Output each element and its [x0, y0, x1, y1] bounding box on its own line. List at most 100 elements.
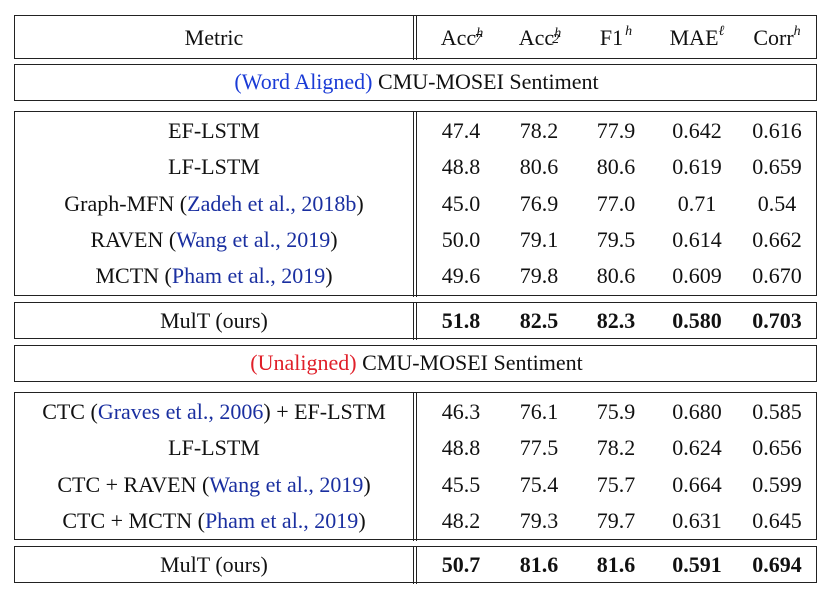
cell-corr: 0.54 — [757, 190, 797, 216]
cell-mae: 0.619 — [672, 154, 722, 180]
row-metric-name: CTC ( — [42, 399, 98, 424]
unaligned-ours-corr: 0.694 — [752, 551, 802, 577]
column-divider — [413, 545, 417, 584]
table-row: LF-LSTM 48.8 80.6 80.6 0.619 0.659 — [15, 149, 818, 185]
cell-acc7: 50.0 — [441, 226, 481, 252]
aligned-ours-mae: 0.580 — [672, 307, 722, 333]
cell-acc2: 76.9 — [519, 190, 559, 216]
row-metric-name: CTC + RAVEN ( — [57, 471, 210, 497]
cell-acc2: 75.4 — [519, 471, 559, 497]
table-row: MCTN (Pham et al., 2019) 49.6 79.8 80.6 0.60… — [15, 258, 818, 294]
cell-f1: 75.7 — [596, 471, 636, 497]
aligned-ours-f1: 82.3 — [596, 307, 636, 333]
aligned-ours-acc7: 51.8 — [441, 307, 481, 333]
cell-corr: 0.599 — [752, 471, 802, 497]
cell-mae: 0.614 — [672, 226, 722, 252]
row-metric-name: LF-LSTM — [168, 435, 260, 461]
cell-corr: 0.662 — [752, 226, 802, 252]
cell-mae: 0.609 — [672, 263, 722, 289]
cell-acc7: 49.6 — [441, 263, 481, 289]
row-metric: MCTN (Pham et al., 2019) — [15, 263, 413, 289]
header-metric-label: Metric — [184, 25, 244, 50]
row-metric: Graph-MFN (Zadeh et al., 2018b) — [15, 191, 413, 217]
cell-f1: 75.9 — [596, 399, 636, 424]
row-metric-name: Graph-MFN ( — [64, 190, 188, 216]
table-row: CTC + MCTN (Pham et al., 2019) 48.2 79.3 79… — [15, 503, 818, 539]
cell-acc2: 79.8 — [519, 263, 559, 289]
column-divider — [413, 391, 417, 541]
aligned-ours-corr: 0.703 — [752, 307, 802, 333]
cell-acc7: 45.0 — [441, 190, 481, 216]
aligned-ours-acc2: 82.5 — [519, 307, 559, 333]
unaligned-ours-block: MulT (ours) 50.7 81.6 81.6 0.591 0.694 — [14, 545, 818, 584]
table-row: Graph-MFN (Zadeh et al., 2018b) 45.0 76.9 7… — [15, 186, 818, 222]
row-metric: RAVEN (Wang et al., 2019) — [15, 227, 413, 253]
cell-acc2: 79.1 — [519, 226, 559, 252]
cell-mae: 0.631 — [672, 507, 722, 533]
header-corr-base: Corr — [753, 25, 794, 50]
row-citation-link[interactable]: Pham et al., 2019 — [204, 507, 359, 533]
table-row: LF-LSTM 48.8 77.5 78.2 0.624 0.656 — [15, 430, 818, 466]
row-metric-name: LF-LSTM — [168, 154, 260, 180]
cell-corr: 0.616 — [752, 118, 802, 143]
cell-acc7: 46.3 — [441, 399, 481, 424]
header-mae-sup: ℓ — [718, 24, 725, 39]
row-citation-link[interactable]: Graves et al., 2006 — [97, 399, 264, 424]
row-citation-link[interactable]: Pham et al., 2019 — [171, 263, 326, 289]
row-metric: LF-LSTM — [15, 154, 413, 180]
row-metric: LF-LSTM — [15, 435, 413, 461]
row-metric-name: RAVEN ( — [90, 226, 177, 252]
table-row: CTC (Graves et al., 2006) + EF-LSTM 46.3 7… — [15, 394, 818, 430]
header-acc2-sub: 2 — [552, 32, 560, 47]
row-metric-name: CTC + MCTN ( — [62, 507, 205, 533]
cell-acc2: 78.2 — [519, 118, 559, 143]
header-acc7-sub: 7 — [474, 32, 482, 47]
cell-corr: 0.645 — [752, 507, 802, 533]
cell-acc2: 80.6 — [519, 154, 559, 180]
row-metric-suffix: ) — [363, 471, 371, 497]
header-corr-sup: h — [793, 24, 801, 39]
aligned-rows-block: EF-LSTM 47.4 78.2 77.9 0.642 0.616 LF-LSTM 48.8… — [14, 110, 818, 297]
cell-acc2: 76.1 — [519, 399, 559, 424]
row-metric: CTC (Graves et al., 2006) + EF-LSTM — [15, 399, 413, 425]
row-metric: CTC + RAVEN (Wang et al., 2019) — [15, 472, 413, 498]
header-acc2: Acc h 2 — [499, 16, 579, 60]
header-mae: MAE ℓ — [656, 16, 738, 60]
aligned-ours-block: MulT (ours) 51.8 82.5 82.3 0.580 0.703 — [14, 301, 817, 340]
header-acc7-base: Acc — [440, 25, 477, 50]
cell-corr: 0.656 — [752, 435, 802, 461]
unaligned-title-rest: CMU-MOSEI Sentiment — [356, 350, 583, 375]
row-metric-name: MCTN ( — [95, 263, 172, 289]
row-citation-link[interactable]: Wang et al., 2019 — [209, 471, 364, 497]
aligned-title-rest: CMU-MOSEI Sentiment — [372, 69, 599, 94]
cell-acc7: 48.8 — [441, 435, 481, 461]
column-divider — [413, 110, 417, 297]
unaligned-section-title: (Unaligned) CMU-MOSEI Sentiment — [14, 345, 817, 382]
cell-acc7: 48.8 — [441, 154, 481, 180]
cell-corr: 0.585 — [752, 399, 802, 424]
table-row: EF-LSTM 47.4 78.2 77.9 0.642 0.616 — [15, 113, 818, 149]
header-metric: Metric — [15, 16, 413, 60]
row-citation-link[interactable]: Zadeh et al., 2018b — [187, 190, 357, 216]
cell-f1: 80.6 — [596, 263, 636, 289]
row-metric-suffix: ) + EF-LSTM — [263, 399, 386, 424]
cell-acc7: 48.2 — [441, 507, 481, 533]
cell-acc2: 79.3 — [519, 507, 559, 533]
cell-f1: 77.9 — [596, 118, 636, 143]
table-row: CTC + RAVEN (Wang et al., 2019) 45.5 75.4 7… — [15, 467, 818, 503]
cell-f1: 77.0 — [596, 190, 636, 216]
cell-f1: 79.7 — [596, 507, 636, 533]
row-citation-link[interactable]: Wang et al., 2019 — [176, 226, 331, 252]
row-metric-suffix: ) — [358, 507, 366, 533]
unaligned-ours-row: MulT (ours) 50.7 81.6 81.6 0.591 0.694 — [15, 547, 818, 582]
header-acc2-base: Acc — [518, 25, 555, 50]
row-metric: CTC + MCTN (Pham et al., 2019) — [15, 508, 413, 534]
row-metric: EF-LSTM — [15, 118, 413, 144]
unaligned-ours-acc2: 81.6 — [519, 551, 559, 577]
header-acc7: Acc h 7 — [425, 16, 497, 60]
unaligned-ours-mae: 0.591 — [672, 551, 722, 577]
header-block: Metric Acc h 7 Acc h 2 F1 h MAE ℓ Corr h — [14, 14, 817, 60]
cell-mae: 0.680 — [672, 399, 722, 424]
row-metric-name: EF-LSTM — [168, 118, 260, 143]
aligned-section-title: (Word Aligned) CMU-MOSEI Sentiment — [14, 64, 817, 101]
